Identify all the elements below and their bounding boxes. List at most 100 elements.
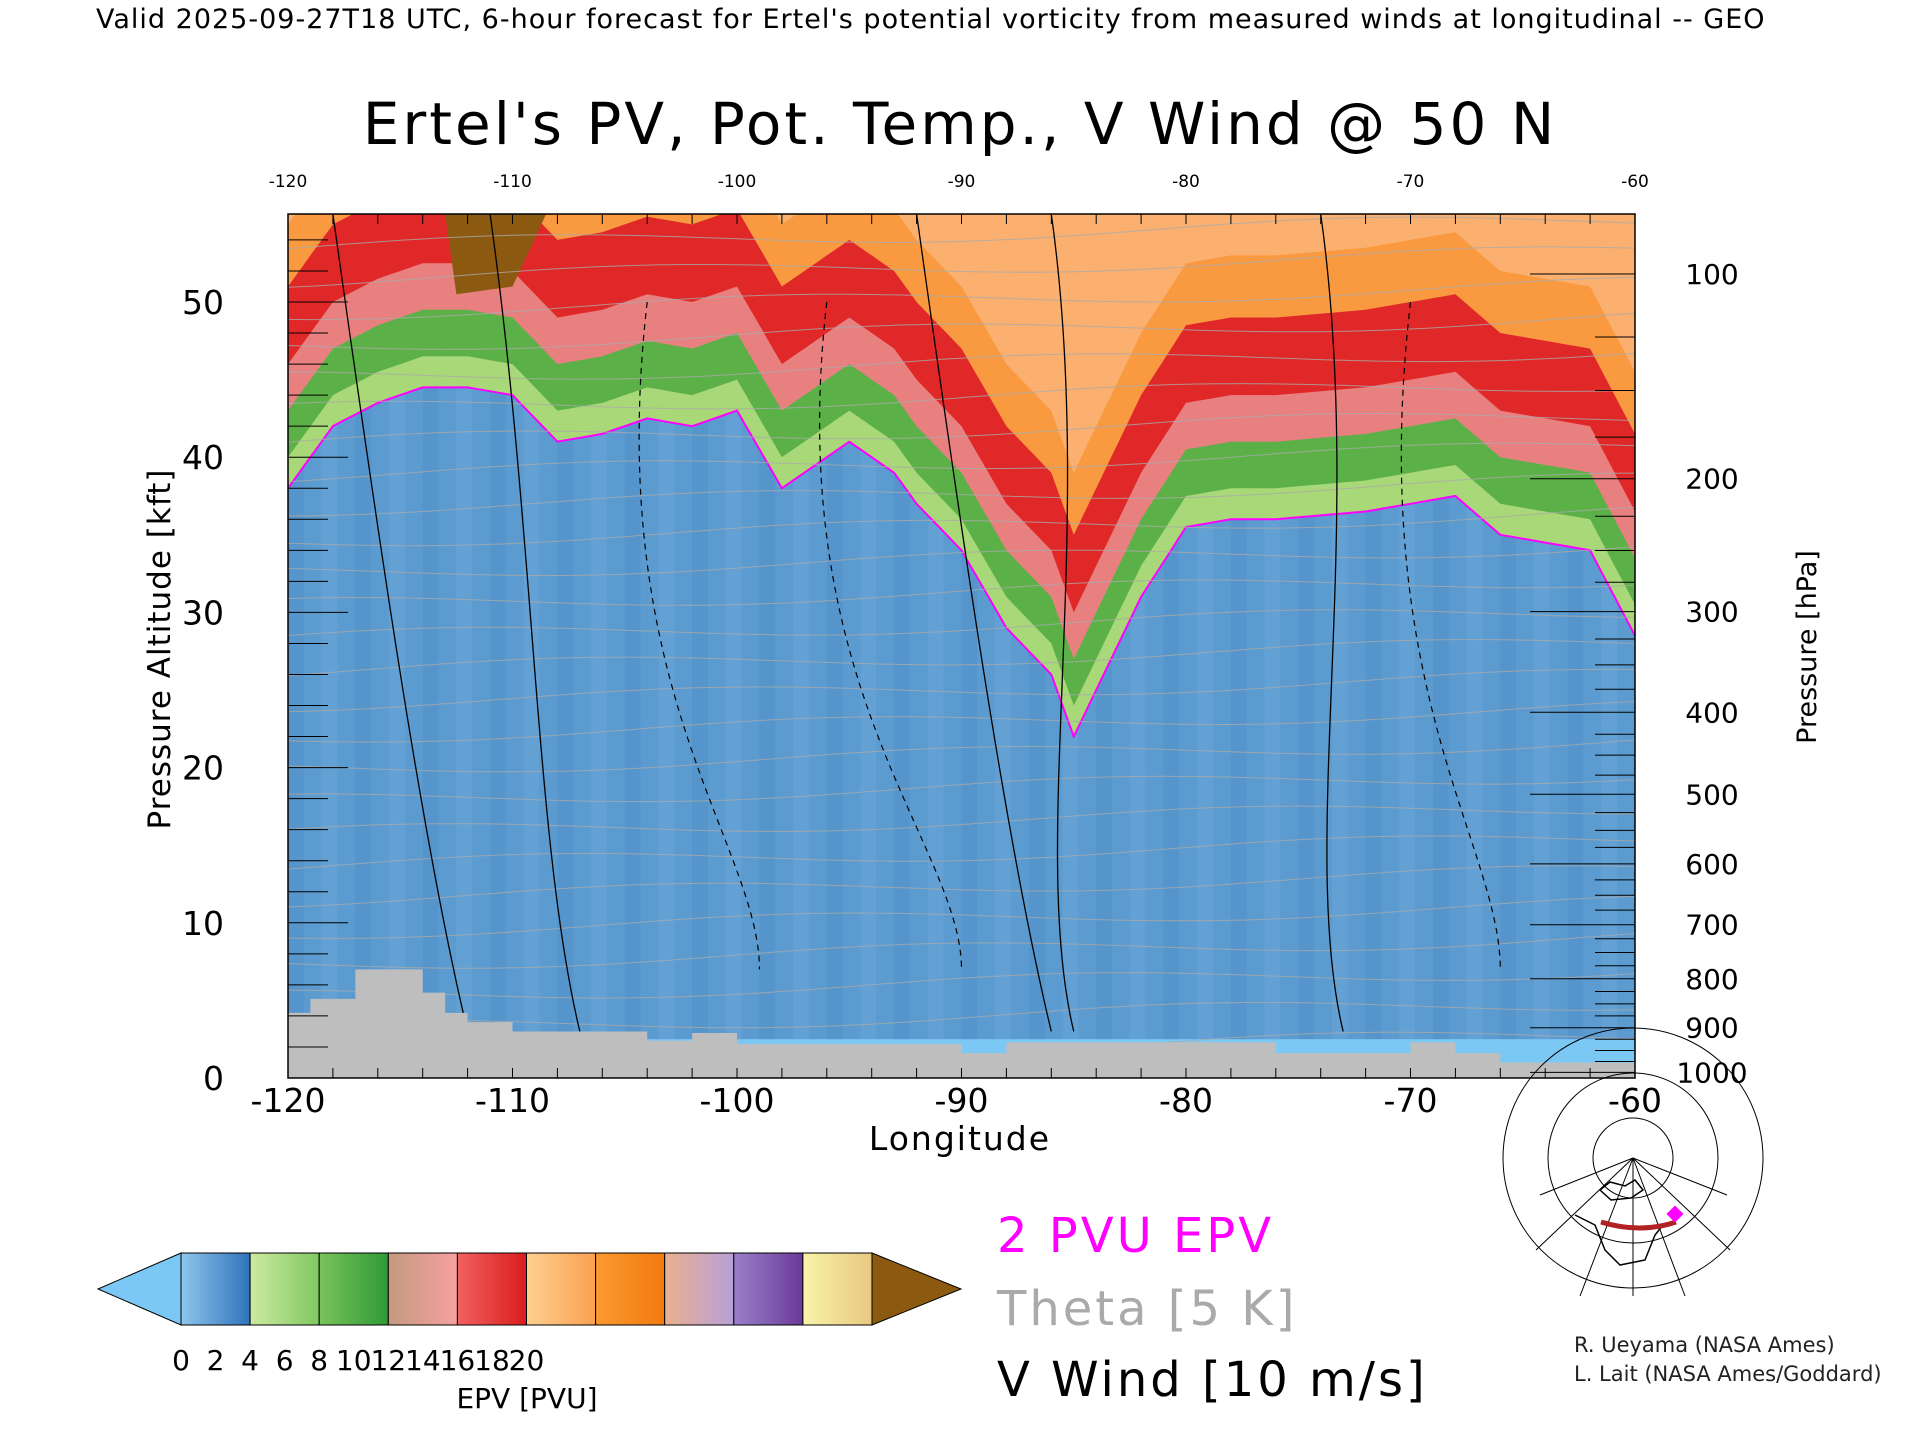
theta-contour [288, 972, 1635, 999]
colorbar-over-arrow [871, 1252, 963, 1326]
top-x-tick-label: -80 [1172, 172, 1200, 192]
theta-contour [288, 546, 1635, 576]
epv-streak [624, 214, 641, 1078]
cross-section-track [1600, 1219, 1677, 1231]
theta-contour [288, 1002, 1635, 1029]
colorbar-segment [802, 1252, 873, 1326]
pressure-tick-label: 700 [1685, 909, 1738, 942]
theta-contour [288, 472, 1635, 517]
colorbar-tick-label: 0 [172, 1344, 190, 1377]
x-tick-label: -80 [1159, 1081, 1213, 1120]
theta-contour [288, 82, 1635, 123]
theta-contour [288, 865, 1635, 908]
epv-streak [389, 214, 405, 1078]
legend-theta: Theta [5 K] [997, 1281, 1298, 1337]
top-x-tick-label: -120 [269, 172, 308, 192]
epv-streak [490, 214, 506, 1078]
epv-layer-5 [288, 214, 1635, 473]
theta-contour [288, 701, 1635, 743]
top-x-tick-label: -100 [718, 172, 757, 192]
y2-axis-label: Pressure [hPa] [1792, 550, 1823, 744]
vwind-contour [489, 214, 581, 1032]
top-title: Valid 2025-09-27T18 UTC, 6-hour forecast… [96, 4, 1766, 35]
pressure-tick-label: 200 [1685, 463, 1738, 496]
top-x-tick-label: -110 [493, 172, 532, 192]
x-axis-label: Longitude [869, 1119, 1051, 1158]
x-tick-label: -100 [700, 1081, 775, 1120]
pressure-tick-label: 100 [1685, 258, 1738, 291]
y-tick-label: 20 [182, 749, 224, 788]
terrain [288, 969, 1635, 1078]
epv-streak [456, 214, 473, 1078]
theta-contour [288, 896, 1635, 939]
theta-contour [288, 246, 1635, 288]
colorbar-tick-label: 14 [405, 1344, 441, 1377]
theta-contour [288, 442, 1635, 483]
x-tick-label: -110 [475, 1081, 550, 1120]
pressure-tick-label: 900 [1685, 1012, 1738, 1045]
axes: -120 -120 -110 -110 -100 -100 -90 -90 -80 -80 -70 -… [142, 172, 1823, 1158]
colorbar-segment [249, 1252, 320, 1326]
epv-streak [692, 214, 708, 1078]
colorbar-segment [318, 1252, 389, 1326]
x-tick-label: -90 [935, 1081, 989, 1120]
x-tick-label: -120 [251, 1081, 326, 1120]
chart-title: Ertel's PV, Pot. Temp., V Wind @ 50 N [362, 90, 1558, 158]
epv-streak [422, 214, 439, 1078]
colorbar-tick-label: 4 [241, 1344, 259, 1377]
epv-streak [523, 214, 540, 1078]
colorbar-segment [595, 1252, 666, 1326]
colorbar-segment [733, 1252, 804, 1326]
meridian-line [1535, 1157, 1634, 1251]
colorbar-tick-label: 12 [370, 1344, 406, 1377]
pressure-tick-label: 300 [1685, 596, 1738, 629]
vwind-negative-contour [819, 301, 963, 970]
epv-streak [355, 214, 372, 1078]
theta-contour [288, 352, 1635, 380]
epv-streak [658, 214, 675, 1078]
colorbar-tick-label: 8 [310, 1344, 328, 1377]
meridian-line [1632, 1157, 1728, 1196]
theta-contour [288, 120, 1635, 153]
2pvu-contour [288, 386, 1635, 740]
meridian-line [1632, 1157, 1731, 1251]
colorbar-tick-label: 10 [336, 1344, 372, 1377]
credit-line-2: L. Lait (NASA Ames/Goddard) [1574, 1362, 1882, 1386]
theta-contour [288, 506, 1635, 547]
colorbar-segment [456, 1252, 527, 1326]
y-tick-label: 50 [182, 283, 224, 322]
colorbar-segment [664, 1252, 735, 1326]
track-end-marker [1666, 1205, 1684, 1223]
vwind-contour [1050, 214, 1075, 1032]
coastline [1574, 1179, 1664, 1266]
legend-vwind: V Wind [10 m/s] [997, 1352, 1428, 1408]
colorbar-segment [180, 1252, 251, 1326]
epv-field [288, 82, 1635, 1078]
theta-contour [288, 639, 1635, 676]
vwind-contour [332, 214, 469, 1032]
colorbar-label: EPV [PVU] [456, 1382, 597, 1415]
theta-contour [288, 312, 1635, 350]
y-tick-label: 10 [182, 904, 224, 943]
credit-line-1: R. Ueyama (NASA Ames) [1574, 1333, 1835, 1357]
y-axis-label: Pressure Altitude [kft] [142, 469, 178, 830]
pressure-tick-label: 600 [1685, 848, 1738, 881]
top-x-tick-label: -60 [1621, 172, 1649, 192]
colorbar-segment [526, 1252, 597, 1326]
theta-contour [288, 775, 1635, 803]
colorbar-tick-label: 6 [276, 1344, 294, 1377]
colorbar-tick-label: 2 [207, 1344, 225, 1377]
theta-contour [288, 739, 1635, 773]
top-x-tick-label: -70 [1397, 172, 1425, 192]
inset-map [1502, 1027, 1764, 1297]
top-x-tick-label: -90 [948, 172, 976, 192]
epv-streak [725, 214, 742, 1078]
vwind-contour [1320, 214, 1344, 1032]
y-tick-label: 0 [203, 1059, 224, 1098]
theta-contour [288, 805, 1635, 832]
theta-contour [288, 412, 1635, 443]
pressure-tick-label: 500 [1685, 778, 1738, 811]
x-tick-label: -70 [1384, 1081, 1438, 1120]
meridian-line [1539, 1157, 1634, 1196]
